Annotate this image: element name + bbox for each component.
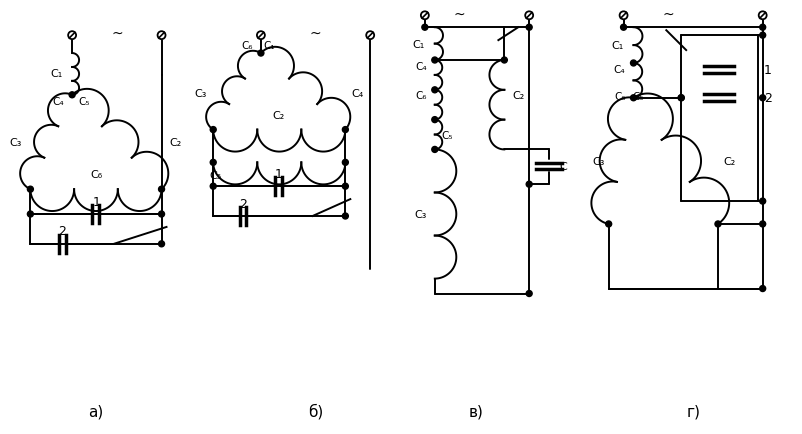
- Circle shape: [525, 291, 532, 297]
- Text: ~: ~: [310, 26, 321, 40]
- Text: C₅: C₅: [209, 171, 221, 181]
- Circle shape: [431, 117, 437, 123]
- Text: 1: 1: [93, 195, 101, 208]
- Text: 2: 2: [239, 197, 247, 210]
- Text: C₃: C₃: [10, 138, 22, 148]
- Text: 2: 2: [59, 225, 66, 238]
- Circle shape: [759, 95, 764, 102]
- Text: C₃: C₃: [194, 89, 206, 99]
- Circle shape: [257, 51, 264, 57]
- Text: C₄: C₄: [613, 65, 625, 75]
- Circle shape: [759, 33, 764, 39]
- Circle shape: [342, 184, 348, 190]
- Circle shape: [157, 32, 165, 40]
- Text: C₆: C₆: [90, 170, 102, 180]
- Text: г): г): [685, 403, 699, 418]
- Text: C₂: C₂: [723, 157, 735, 167]
- Circle shape: [342, 214, 348, 220]
- Circle shape: [421, 25, 427, 31]
- Circle shape: [759, 25, 764, 31]
- Circle shape: [525, 182, 532, 188]
- Circle shape: [210, 160, 216, 166]
- Circle shape: [257, 32, 265, 40]
- Text: C₆: C₆: [614, 92, 626, 102]
- Text: б): б): [307, 403, 322, 419]
- Circle shape: [525, 25, 532, 31]
- Text: C₄: C₄: [350, 89, 363, 99]
- Circle shape: [158, 211, 164, 217]
- Circle shape: [759, 199, 764, 204]
- Circle shape: [420, 12, 428, 20]
- Circle shape: [759, 221, 764, 227]
- Circle shape: [605, 221, 611, 227]
- Circle shape: [69, 92, 75, 99]
- Circle shape: [342, 127, 348, 133]
- Text: ~: ~: [111, 26, 123, 40]
- Text: C₂: C₂: [273, 110, 285, 120]
- Text: C₅: C₅: [632, 92, 643, 102]
- Text: C₃: C₃: [592, 157, 604, 167]
- Circle shape: [758, 12, 766, 20]
- Circle shape: [27, 211, 34, 217]
- Text: C₁: C₁: [50, 69, 63, 79]
- Circle shape: [210, 184, 216, 190]
- Text: C₂: C₂: [512, 91, 524, 101]
- Circle shape: [158, 187, 164, 193]
- Text: 2: 2: [763, 92, 771, 105]
- Text: C₆: C₆: [241, 41, 253, 51]
- Text: C₂: C₂: [169, 138, 181, 148]
- Circle shape: [678, 95, 683, 102]
- Text: C₃: C₃: [414, 210, 427, 220]
- Text: C₅: C₅: [78, 96, 90, 106]
- Text: 1: 1: [274, 168, 282, 181]
- Circle shape: [431, 58, 437, 64]
- Text: ~: ~: [662, 7, 673, 21]
- Circle shape: [27, 187, 34, 193]
- Circle shape: [342, 160, 348, 166]
- Circle shape: [620, 25, 626, 31]
- Circle shape: [500, 58, 507, 64]
- Text: ~: ~: [453, 7, 465, 21]
- Circle shape: [619, 12, 627, 20]
- Circle shape: [630, 61, 636, 67]
- Circle shape: [431, 88, 437, 94]
- Circle shape: [714, 221, 720, 227]
- Text: C₁: C₁: [412, 40, 424, 50]
- Text: C: C: [558, 162, 566, 172]
- Text: C₆: C₆: [415, 91, 426, 101]
- Text: а): а): [88, 403, 103, 418]
- Text: C₄: C₄: [52, 96, 64, 106]
- Text: 1: 1: [763, 64, 771, 77]
- Circle shape: [366, 32, 374, 40]
- Circle shape: [525, 12, 533, 20]
- Text: C₅: C₅: [440, 130, 452, 140]
- Circle shape: [678, 95, 683, 102]
- Circle shape: [210, 127, 216, 133]
- Text: в): в): [468, 403, 484, 418]
- Circle shape: [68, 32, 76, 40]
- Circle shape: [759, 286, 764, 292]
- Circle shape: [431, 147, 437, 153]
- Text: C₄: C₄: [415, 62, 426, 72]
- Circle shape: [630, 95, 636, 102]
- Text: C₁: C₁: [263, 41, 274, 51]
- Circle shape: [158, 241, 164, 247]
- Text: C₁: C₁: [611, 41, 623, 51]
